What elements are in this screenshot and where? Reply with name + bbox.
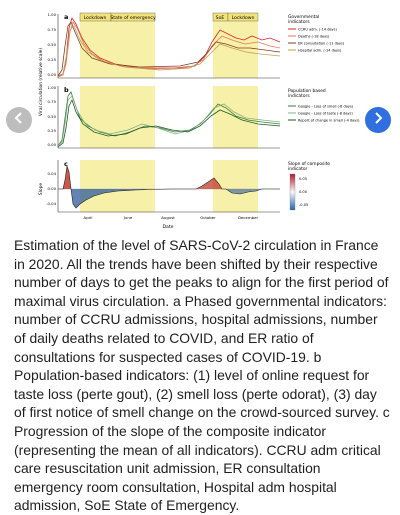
panel-b: b 1.00 0.75 0.50 0.25 0.00 Population ba… bbox=[48, 85, 360, 149]
y-tick: 0.75 bbox=[48, 99, 57, 104]
legend-item: Report of change in smell (-4 days) bbox=[298, 119, 360, 123]
colorbar-tick: 0.00 bbox=[299, 190, 308, 194]
panel-letter-a: a bbox=[64, 13, 68, 21]
legend-item: Hospital adm. (-14 days) bbox=[298, 49, 342, 53]
x-tick: June bbox=[123, 215, 133, 220]
panel-c: c 0.04 0.00 -0.04 April June August Octo… bbox=[46, 160, 330, 230]
slope-line bbox=[58, 165, 280, 209]
y-tick: 0.50 bbox=[48, 42, 57, 47]
series-er bbox=[57, 21, 281, 77]
series-hospital bbox=[57, 25, 281, 78]
series-report-smell bbox=[57, 98, 281, 148]
panel-a: Lockdown State of emergency SoE Lockdown… bbox=[48, 12, 345, 79]
legend-b: Population based indicators Google - Los… bbox=[288, 88, 360, 123]
y-tick: 0.04 bbox=[48, 171, 57, 176]
y-tick: 0.25 bbox=[48, 57, 57, 62]
legend-title: Population based bbox=[288, 88, 326, 94]
legend-item: Deaths (-18 days) bbox=[298, 35, 330, 39]
legend-item: CCRU adm. (-14 days) bbox=[298, 28, 337, 32]
legend-title: indicator bbox=[288, 166, 308, 172]
shaded-period-autumn bbox=[213, 14, 258, 78]
y-tick: 1.00 bbox=[48, 12, 57, 17]
x-tick: April bbox=[84, 215, 93, 220]
legend-a: Governmental indicators CCRU adm. (-14 d… bbox=[288, 14, 345, 53]
shade-label-state-of-emergency: State of emergency bbox=[110, 15, 156, 21]
legend-title: Governmental bbox=[288, 14, 319, 20]
shade-label-lockdown-1: Lockdown bbox=[84, 15, 107, 21]
legend-item: Google - Loss of smell (-8 days) bbox=[298, 105, 354, 109]
legend-title: indicators bbox=[288, 93, 310, 99]
slope-positive-spring bbox=[63, 166, 71, 189]
figure-caption: Estimation of the level of SARS-CoV-2 ci… bbox=[14, 237, 390, 514]
chevron-right-icon bbox=[372, 111, 384, 129]
chevron-left-icon bbox=[13, 111, 25, 129]
colorbar-tick: 0.05 bbox=[299, 177, 307, 181]
series-google-taste bbox=[57, 95, 281, 147]
legend-item: ER consultation (-11 days) bbox=[298, 42, 345, 46]
y-tick: 0.75 bbox=[48, 27, 57, 32]
previous-figure-button[interactable] bbox=[6, 107, 32, 133]
y-tick: 0.00 bbox=[48, 142, 57, 147]
y-tick: 0.00 bbox=[48, 72, 57, 77]
shaded-period-spring bbox=[80, 86, 155, 148]
panel-letter-b: b bbox=[64, 86, 69, 94]
legend-c: Slope of composite indicator 0.05 0.00 -… bbox=[288, 161, 330, 211]
colorbar bbox=[289, 173, 296, 211]
legend-title: Slope of composite bbox=[288, 161, 330, 167]
x-tick: August bbox=[161, 215, 175, 220]
shade-label-soe: SoE bbox=[216, 15, 225, 21]
figure-image: Lockdown State of emergency SoE Lockdown… bbox=[38, 12, 360, 230]
slope-positive-autumn bbox=[196, 178, 222, 189]
slope-negative-autumn bbox=[226, 189, 262, 194]
panel-letter-c: c bbox=[64, 160, 68, 168]
y-tick: 0.50 bbox=[48, 114, 57, 119]
y-tick: 0.25 bbox=[48, 128, 57, 133]
colorbar-tick: -0.05 bbox=[299, 203, 308, 207]
legend-item: Google - Loss of taste (-8 days) bbox=[298, 112, 353, 116]
x-tick: December bbox=[238, 215, 259, 220]
y-tick: 0.00 bbox=[48, 186, 57, 191]
x-tick: October bbox=[200, 215, 216, 220]
legend-title: indicators bbox=[288, 19, 310, 25]
shaded-period-spring bbox=[80, 160, 155, 212]
y-tick: 1.00 bbox=[48, 85, 57, 90]
slope-negative-spring bbox=[71, 189, 150, 208]
next-figure-button[interactable] bbox=[365, 107, 391, 133]
series-google-smell bbox=[57, 91, 281, 147]
y-tick: -0.04 bbox=[46, 201, 56, 206]
y-axis-label-c: Slope bbox=[38, 183, 44, 195]
y-axis-label-ab: Viral circulation (relative scale) bbox=[38, 48, 44, 116]
x-axis-label: Date bbox=[163, 224, 174, 230]
shade-label-lockdown-2: Lockdown bbox=[232, 15, 255, 21]
